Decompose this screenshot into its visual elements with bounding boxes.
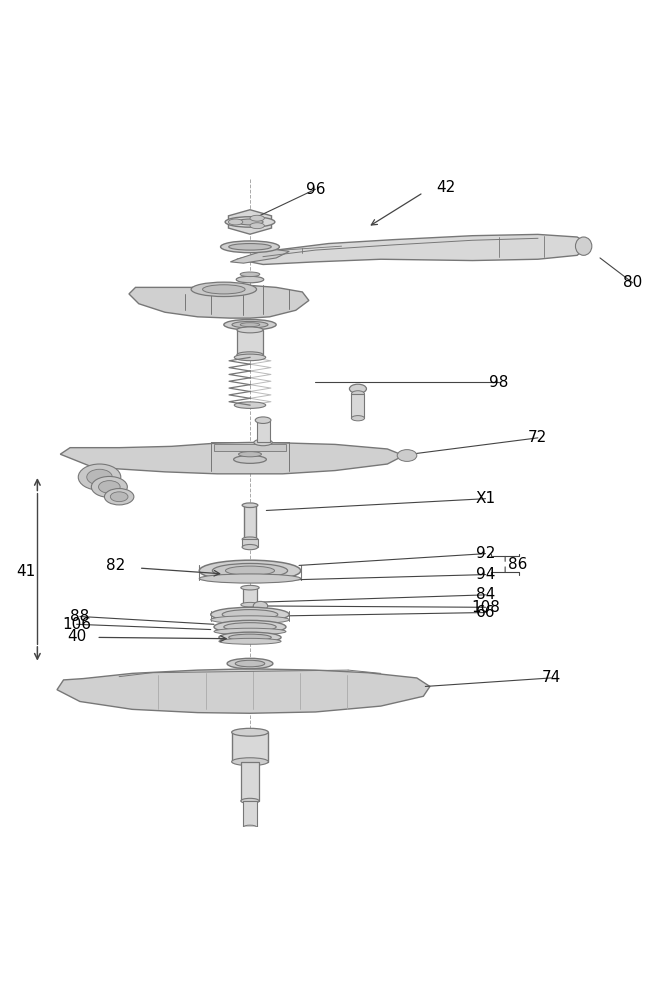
Ellipse shape bbox=[99, 481, 120, 493]
Text: 92: 92 bbox=[476, 546, 495, 561]
Ellipse shape bbox=[351, 416, 365, 421]
Ellipse shape bbox=[221, 241, 279, 253]
Ellipse shape bbox=[224, 623, 276, 631]
Bar bbox=[214, 444, 286, 451]
Ellipse shape bbox=[212, 563, 288, 578]
Ellipse shape bbox=[244, 825, 256, 829]
Ellipse shape bbox=[241, 602, 259, 607]
Text: 84: 84 bbox=[476, 587, 495, 602]
Ellipse shape bbox=[211, 607, 289, 622]
Ellipse shape bbox=[232, 758, 268, 766]
Ellipse shape bbox=[191, 282, 256, 297]
Text: 86: 86 bbox=[509, 557, 528, 572]
Ellipse shape bbox=[227, 658, 273, 669]
Ellipse shape bbox=[241, 585, 259, 590]
Ellipse shape bbox=[237, 219, 263, 225]
Ellipse shape bbox=[242, 503, 258, 508]
Text: 41: 41 bbox=[16, 564, 36, 579]
Ellipse shape bbox=[199, 560, 301, 581]
Ellipse shape bbox=[91, 476, 127, 497]
Bar bbox=[244, 801, 256, 827]
Bar bbox=[241, 762, 259, 801]
Bar bbox=[243, 588, 257, 605]
Ellipse shape bbox=[240, 272, 260, 277]
Text: 98: 98 bbox=[489, 375, 509, 390]
Ellipse shape bbox=[237, 327, 263, 333]
Bar bbox=[351, 394, 365, 418]
Ellipse shape bbox=[255, 417, 271, 423]
Text: 42: 42 bbox=[437, 180, 456, 195]
Polygon shape bbox=[231, 249, 289, 263]
Text: 106: 106 bbox=[62, 617, 91, 632]
Ellipse shape bbox=[242, 537, 258, 542]
Ellipse shape bbox=[240, 323, 260, 327]
Ellipse shape bbox=[229, 219, 243, 225]
Ellipse shape bbox=[229, 634, 271, 641]
Ellipse shape bbox=[576, 237, 592, 255]
Text: X1: X1 bbox=[476, 491, 495, 506]
Text: 94: 94 bbox=[476, 567, 495, 582]
Ellipse shape bbox=[229, 244, 271, 250]
Text: 96: 96 bbox=[306, 182, 325, 197]
Polygon shape bbox=[60, 442, 404, 474]
Polygon shape bbox=[129, 285, 309, 318]
Ellipse shape bbox=[225, 566, 275, 575]
Ellipse shape bbox=[237, 276, 263, 283]
Ellipse shape bbox=[250, 223, 264, 229]
Text: 80: 80 bbox=[623, 275, 643, 290]
Ellipse shape bbox=[87, 469, 112, 485]
Text: 40: 40 bbox=[67, 629, 86, 644]
Ellipse shape bbox=[214, 628, 286, 635]
Ellipse shape bbox=[225, 217, 275, 227]
Polygon shape bbox=[229, 210, 271, 234]
Ellipse shape bbox=[241, 798, 259, 804]
Ellipse shape bbox=[219, 632, 281, 643]
Ellipse shape bbox=[397, 450, 417, 461]
Bar bbox=[256, 421, 269, 442]
Ellipse shape bbox=[222, 610, 278, 619]
Ellipse shape bbox=[242, 544, 258, 550]
Ellipse shape bbox=[235, 660, 265, 667]
Ellipse shape bbox=[350, 384, 367, 393]
Ellipse shape bbox=[237, 352, 263, 358]
Bar bbox=[244, 505, 256, 539]
Polygon shape bbox=[237, 234, 590, 264]
Ellipse shape bbox=[219, 638, 281, 644]
Ellipse shape bbox=[235, 402, 265, 408]
Ellipse shape bbox=[110, 492, 128, 502]
Text: 72: 72 bbox=[528, 430, 547, 445]
Ellipse shape bbox=[235, 354, 265, 361]
Ellipse shape bbox=[254, 439, 272, 446]
Ellipse shape bbox=[202, 285, 245, 294]
Polygon shape bbox=[57, 669, 430, 713]
Text: 88: 88 bbox=[70, 609, 89, 624]
Ellipse shape bbox=[250, 215, 264, 221]
Ellipse shape bbox=[214, 620, 286, 633]
Ellipse shape bbox=[224, 319, 276, 330]
Text: 66: 66 bbox=[476, 605, 495, 620]
Bar bbox=[232, 732, 268, 762]
Ellipse shape bbox=[104, 489, 134, 505]
Text: 108: 108 bbox=[471, 600, 500, 615]
Bar bbox=[242, 539, 258, 547]
Ellipse shape bbox=[211, 616, 289, 624]
Ellipse shape bbox=[232, 321, 268, 328]
Ellipse shape bbox=[238, 452, 261, 457]
Ellipse shape bbox=[234, 456, 266, 463]
Ellipse shape bbox=[232, 728, 268, 736]
Text: 82: 82 bbox=[106, 558, 125, 573]
Ellipse shape bbox=[253, 601, 267, 611]
Bar bbox=[237, 330, 263, 355]
Text: 74: 74 bbox=[541, 670, 560, 685]
Ellipse shape bbox=[199, 574, 301, 583]
Ellipse shape bbox=[78, 464, 121, 490]
Ellipse shape bbox=[351, 391, 365, 397]
